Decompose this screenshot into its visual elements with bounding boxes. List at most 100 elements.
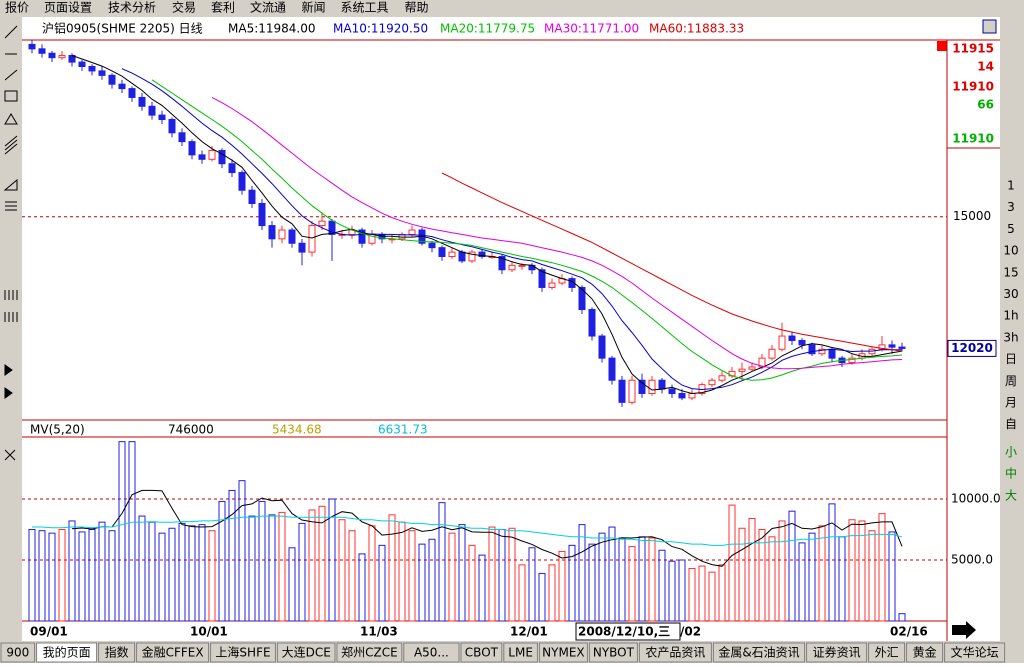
cursor-date-box [575,622,681,641]
volume-bar [868,530,876,622]
candle-body [628,379,636,403]
menu-item[interactable]: 帮助 [405,1,429,15]
volume-bar [198,524,206,622]
tool-delete[interactable] [4,449,16,461]
period-button[interactable]: 大 [1005,488,1017,502]
tab[interactable] [403,642,460,663]
volume-bar [878,513,886,622]
volume-bar [348,530,356,622]
menu-item[interactable]: 文流通 [250,0,286,15]
tab-label[interactable]: 外汇 [875,646,899,660]
volume-bar [448,532,456,622]
scroll-arrow[interactable] [952,621,976,639]
period-button[interactable]: 3 [1007,200,1015,214]
candle-body [568,278,576,288]
period-button[interactable]: 30 [1003,287,1018,301]
period-button[interactable]: 自 [1005,417,1017,431]
volume-bar [58,528,66,622]
tab-label[interactable]: 我的页面 [43,645,91,660]
legend-entry: MA20:11779.75 [440,22,535,36]
tab-label[interactable]: 文华论坛 [951,645,999,660]
window-button[interactable] [982,19,997,34]
pane-title: MV(5,20) [30,423,85,437]
tab-label[interactable]: 农产品资讯 [645,646,705,660]
period-button[interactable]: 月 [1005,396,1017,410]
tab[interactable] [276,642,336,663]
tab[interactable] [136,642,210,663]
tab-label[interactable]: LME [508,646,533,660]
volume-bar [528,547,536,622]
tool-cycle[interactable] [4,290,18,300]
candle-body [298,242,306,253]
tab-label[interactable]: 证券资讯 [813,645,861,660]
tab[interactable] [336,642,403,663]
tab-label[interactable]: 金属&石油资讯 [718,645,799,660]
volume-bar [288,547,296,622]
tab[interactable] [36,642,98,663]
period-button[interactable]: 10 [1003,244,1018,258]
tool-period[interactable] [4,312,18,322]
tab-label[interactable]: 金融CFFEX [142,645,204,660]
menu-item[interactable]: 技术分析 [108,1,156,15]
tab[interactable] [98,642,136,663]
tab[interactable] [210,642,276,663]
tool-ray[interactable] [4,69,18,81]
volume-bar [298,522,306,622]
tab[interactable] [0,642,36,663]
menu-item[interactable]: 报价 [5,0,29,15]
tab[interactable] [906,642,944,663]
tab-label[interactable]: NYBOT [593,646,635,660]
tab-label[interactable]: A50... [414,646,449,660]
tab[interactable] [588,642,638,663]
menu-item[interactable]: 套利 [211,1,235,15]
period-button[interactable]: 5 [1007,222,1015,236]
candle-body [178,132,186,143]
period-button[interactable]: 日 [1005,352,1017,366]
menu-item[interactable]: 页面设置 [44,1,92,15]
tab[interactable] [868,642,906,663]
period-button[interactable]: 1 [1007,179,1015,193]
pane-value: 6631.73 [378,423,428,437]
volume-bar [268,514,276,622]
tool-angle[interactable] [3,178,18,191]
tab-label[interactable]: 郑州CZCE [341,645,398,660]
period-button[interactable]: 3h [1003,330,1018,344]
tool-line[interactable] [4,25,18,39]
tab[interactable] [460,642,503,663]
volume-bar [648,537,656,622]
period-button[interactable]: 小 [1005,445,1017,459]
tab[interactable] [638,642,712,663]
tab-label[interactable]: 大连DCE [282,645,331,660]
period-button[interactable]: 1h [1003,309,1018,323]
menu-item[interactable]: 系统工具 [341,1,389,15]
tool-rect[interactable] [4,90,18,102]
tab-label[interactable]: NYMEX [542,646,584,660]
period-button[interactable]: 中 [1005,466,1017,481]
volume-bar [108,530,116,622]
x-tick-label: 09/01 [30,625,68,639]
tab[interactable] [806,642,868,663]
menu-item[interactable]: 交易 [172,0,196,15]
tab-label[interactable]: 上海SHFE [215,645,270,660]
quote-value: 66 [977,98,994,112]
tool-triangle[interactable] [4,113,18,125]
candle-body [718,375,726,381]
tab[interactable] [712,642,806,663]
legend-entry: MA5:11984.00 [228,22,316,36]
tab[interactable] [503,642,538,663]
candle-body [618,379,626,403]
period-button[interactable]: 周 [1005,374,1017,388]
volume-bar [228,489,236,622]
tab-label[interactable]: 指数 [105,645,129,660]
tool-fib[interactable] [5,201,17,211]
tab[interactable] [944,642,1006,663]
period-button[interactable]: 15 [1003,265,1018,279]
tab[interactable] [538,642,588,663]
tab-label[interactable]: CBOT [465,646,499,660]
tool-channel[interactable] [4,135,18,155]
tool-pointer[interactable] [4,364,13,399]
menu-item[interactable]: 新闻 [302,0,326,15]
volume-bar [378,544,386,622]
tab-label[interactable]: 黄金 [913,645,937,660]
tab-label[interactable]: 900 [6,646,29,660]
